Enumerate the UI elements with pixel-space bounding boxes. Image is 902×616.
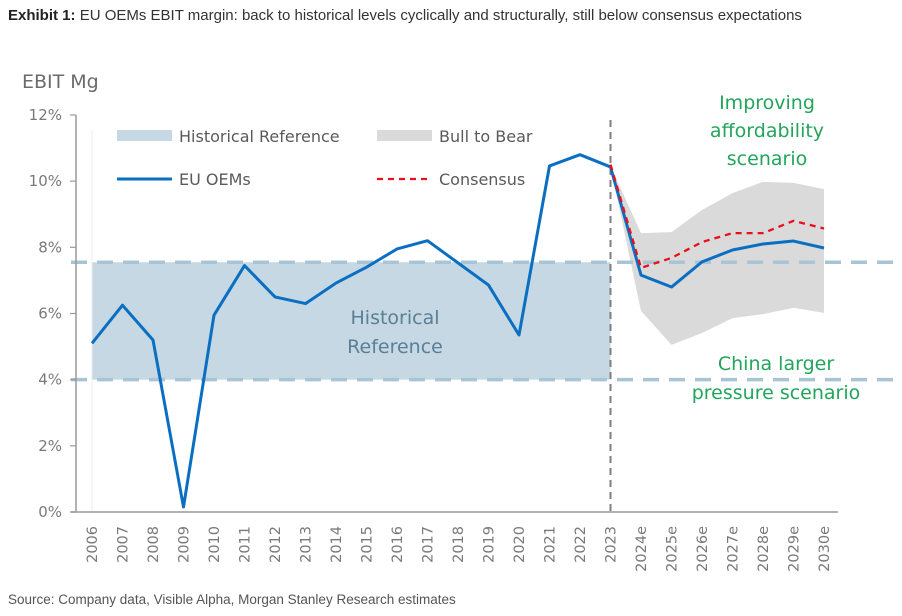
- x-tick-label: 2013: [299, 526, 315, 563]
- y-tick-label: 0%: [38, 503, 62, 521]
- series-line-consensus: [609, 164, 825, 269]
- x-tick-label: 2027e: [726, 526, 742, 572]
- x-tick-label: 2006: [85, 526, 101, 563]
- x-tick-label: 2022: [573, 526, 589, 563]
- x-tick-label: 2020: [512, 526, 528, 563]
- source-note: Source: Company data, Visible Alpha, Mor…: [8, 592, 456, 607]
- y-tick-label: 4%: [38, 371, 62, 389]
- series-layer: [90, 153, 825, 509]
- x-tick-label: 2008: [146, 526, 162, 563]
- legend: Historical Reference Bull to Bear EU OEMs C…: [117, 127, 533, 189]
- x-tick-label: 2028e: [756, 526, 772, 572]
- annotation-improving-affordability: affordability: [710, 120, 824, 142]
- x-tick-label: 2010: [207, 526, 223, 563]
- reference-lines-layer: [71, 260, 895, 382]
- y-tick-label: 6%: [38, 305, 62, 323]
- y-tick-label: 8%: [38, 238, 62, 256]
- y-tick-label: 12%: [29, 106, 62, 124]
- x-tick-label: 2021: [543, 526, 559, 563]
- annotation-china-pressure: pressure scenario: [692, 382, 861, 404]
- annotations-layer: Historical Reference Improving affordabilit…: [347, 92, 860, 404]
- x-tick-label: 2018: [451, 526, 467, 563]
- legend-label-consensus: Consensus: [439, 170, 525, 189]
- legend-label-historical-reference: Historical Reference: [179, 127, 340, 146]
- annotation-historical-reference: Reference: [347, 336, 443, 358]
- y-tick-label: 2%: [38, 437, 62, 455]
- x-tick-label: 2025e: [665, 526, 681, 572]
- historical-reference-band: [92, 262, 611, 380]
- exhibit-label: Exhibit 1:: [8, 7, 76, 24]
- x-tick-label: 2011: [238, 526, 254, 563]
- series-line-eu-oems: [90, 153, 825, 509]
- x-tick-label: 2017: [421, 526, 437, 563]
- x-tick-label: 2026e: [695, 526, 711, 572]
- legend-label-bull-to-bear: Bull to Bear: [439, 127, 533, 146]
- axes-layer: 0% 2% 4% 6% 8% 10% 12% 2006 2007 2008 2009 2010 2011…: [29, 106, 838, 572]
- legend-label-eu-oems: EU OEMs: [179, 170, 251, 189]
- y-tick-label: 10%: [29, 172, 62, 190]
- legend-swatch-bull-to-bear: [377, 130, 432, 141]
- x-tick-label: 2024e: [634, 526, 650, 572]
- y-axis-title: EBIT Mg: [22, 71, 99, 93]
- x-tick-label: 2029e: [787, 526, 803, 572]
- x-tick-label: 2016: [390, 526, 406, 563]
- exhibit-title: Exhibit 1: EU OEMs EBIT margin: back to …: [8, 4, 888, 27]
- x-tick-label: 2023: [604, 526, 620, 563]
- legend-swatch-historical-reference: [117, 130, 172, 141]
- x-tick-label: 2012: [268, 526, 284, 563]
- historical-reference-band-layer: [92, 262, 611, 380]
- annotation-historical-reference: Historical: [351, 307, 440, 329]
- annotation-improving-affordability: scenario: [727, 148, 807, 170]
- x-tick-label: 2030e: [817, 526, 833, 572]
- ebit-margin-chart: EBIT Mg 0% 2% 4% 6% 8% 10% 12% 2006 2007 2008 2009…: [22, 71, 895, 572]
- x-tick-label: 2015: [360, 526, 376, 563]
- x-tick-label: 2007: [116, 526, 132, 563]
- annotation-china-pressure: China larger: [718, 353, 834, 375]
- annotation-improving-affordability: Improving: [719, 92, 815, 114]
- exhibit-title-text: EU OEMs EBIT margin: back to historical …: [79, 7, 802, 24]
- x-tick-label: 2019: [482, 526, 498, 563]
- x-tick-label: 2014: [329, 526, 345, 563]
- x-tick-label: 2009: [177, 526, 193, 563]
